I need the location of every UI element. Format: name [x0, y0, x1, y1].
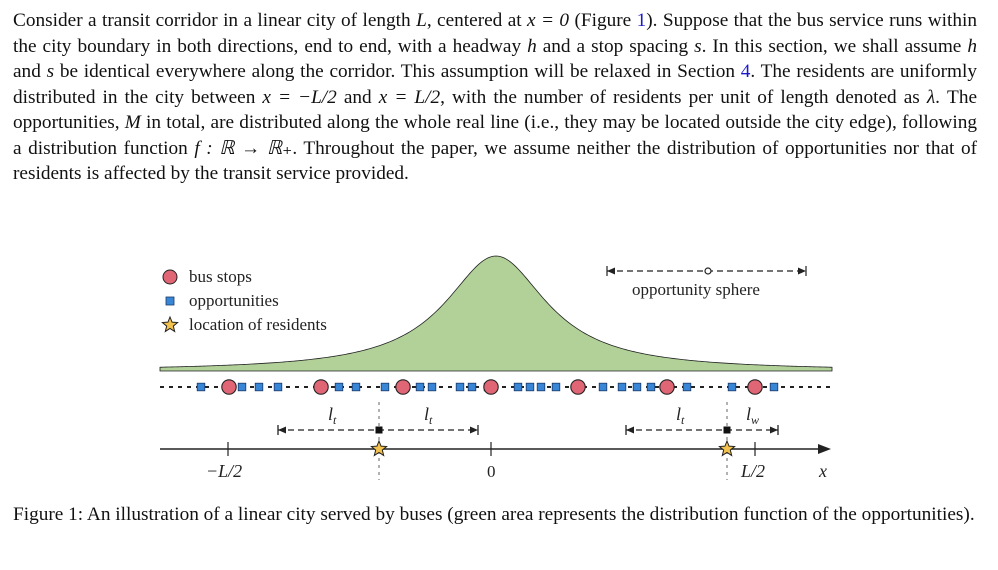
- legend-bus-stops: bus stops: [189, 267, 252, 286]
- bus-stop-marker: [659, 379, 675, 395]
- figure-ref-link[interactable]: 1: [636, 10, 647, 31]
- sphere-right-arrow: [798, 267, 806, 275]
- opportunity-marker: [646, 382, 656, 392]
- legend-opportunity-icon: [165, 296, 175, 306]
- resident-star-left: [370, 439, 388, 457]
- sphere-label: opportunity sphere: [632, 280, 760, 299]
- resident-star-right: [718, 439, 736, 457]
- right-lt-label: lt: [676, 404, 685, 427]
- opportunity-marker: [727, 382, 737, 392]
- bus-stop-marker: [747, 379, 763, 395]
- figure-linear-city: bus stops opportunities location of resi…: [0, 248, 998, 488]
- bus-stop-marker: [221, 379, 237, 395]
- opportunity-marker: [334, 382, 344, 392]
- opportunity-marker: [196, 382, 206, 392]
- right-lw-arrow-end: [770, 426, 778, 434]
- bus-stop-markers: [221, 379, 763, 395]
- right-lw-label: lw: [746, 404, 759, 427]
- legend-opportunities: opportunities: [189, 291, 279, 310]
- tick-label-pos: L/2: [740, 461, 765, 481]
- opportunity-marker: [513, 382, 523, 392]
- bus-stop-marker: [395, 379, 411, 395]
- legend-bus-stop-icon: [162, 269, 178, 285]
- legend-residents: location of residents: [189, 315, 327, 334]
- opportunity-marker: [617, 382, 627, 392]
- bus-stop-marker: [570, 379, 586, 395]
- opportunity-marker: [415, 382, 425, 392]
- figure-canvas: bus stops opportunities location of resi…: [159, 255, 833, 481]
- left-resident-marker: [375, 426, 383, 434]
- left-lt-label-1: lt: [328, 404, 337, 427]
- opportunity-marker: [632, 382, 642, 392]
- left-lt-arrow-start: [278, 426, 286, 434]
- section-ref-link[interactable]: 4: [740, 61, 751, 82]
- right-resident-marker: [723, 426, 731, 434]
- right-lt-arrow-start: [626, 426, 634, 434]
- tick-label-zero: 0: [487, 462, 496, 481]
- opportunity-marker: [380, 382, 390, 392]
- opportunity-marker: [254, 382, 264, 392]
- opportunity-distribution-area: [159, 255, 833, 372]
- left-lt-arrow-end: [470, 426, 478, 434]
- opportunity-marker: [273, 382, 283, 392]
- opportunity-marker: [769, 382, 779, 392]
- opportunity-marker: [351, 382, 361, 392]
- left-lt-label-2: lt: [424, 404, 433, 427]
- figure-caption: Figure 1: An illustration of a linear ci…: [13, 504, 975, 525]
- opportunity-marker: [536, 382, 546, 392]
- opportunity-marker: [467, 382, 477, 392]
- opportunity-marker: [525, 382, 535, 392]
- opportunity-marker: [237, 382, 247, 392]
- axis-variable-label: x: [818, 461, 827, 481]
- opportunity-marker: [682, 382, 692, 392]
- opportunity-marker: [427, 382, 437, 392]
- sphere-left-arrow: [607, 267, 615, 275]
- opportunity-marker: [455, 382, 465, 392]
- bus-stop-marker: [483, 379, 499, 395]
- tick-label-neg: −L/2: [206, 461, 242, 481]
- legend-resident-star-icon: [161, 315, 179, 333]
- x-axis-arrowhead: [818, 444, 831, 454]
- bus-stop-marker: [313, 379, 329, 395]
- sphere-center-marker: [704, 267, 712, 275]
- opportunity-marker: [551, 382, 561, 392]
- opportunity-marker: [598, 382, 608, 392]
- body-paragraph: Consider a transit corridor in a linear …: [13, 10, 978, 184]
